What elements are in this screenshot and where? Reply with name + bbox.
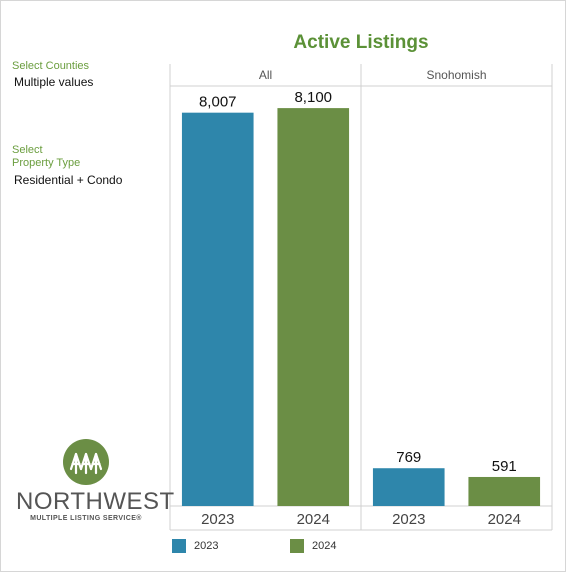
- logo-subtitle: MULTIPLE LISTING SERVICE®: [30, 515, 142, 522]
- counties-filter-label: Select Counties: [12, 60, 90, 72]
- x-tick-all-2023: 2023: [201, 511, 234, 528]
- bar-snohomish-2024: [468, 476, 541, 506]
- x-tick-all-2024: 2024: [297, 511, 330, 528]
- property-type-filter-label-line1: Select: [12, 144, 43, 156]
- property-type-filter-label-line2: Property Type: [12, 157, 81, 169]
- legend-swatch-2023: [172, 539, 186, 553]
- panel-header-all: All: [259, 68, 272, 82]
- legend-item-2024[interactable]: 2024: [290, 538, 336, 554]
- data-label-all-2023: 8,007: [199, 94, 237, 111]
- bar-all-2024: [277, 108, 350, 507]
- logo-name: NORTHWEST: [16, 488, 175, 515]
- legend-item-2023[interactable]: 2023: [172, 538, 218, 554]
- data-label-all-2024: 8,100: [294, 89, 332, 106]
- property-type-filter-value[interactable]: Residential + Condo: [14, 173, 123, 187]
- panel-header-snohomish: Snohomish: [426, 68, 486, 82]
- x-tick-snohomish-2024: 2024: [488, 511, 521, 528]
- legend-swatch-2024: [290, 539, 304, 553]
- x-tick-snohomish-2023: 2023: [392, 511, 425, 528]
- bar-all-2023: [181, 112, 254, 507]
- data-label-snohomish-2024: 591: [492, 458, 517, 475]
- legend-label-2024: 2024: [312, 540, 337, 552]
- data-label-snohomish-2023: 769: [396, 449, 421, 466]
- counties-filter-value[interactable]: Multiple values: [14, 75, 94, 89]
- trees-logo-icon: [63, 439, 109, 485]
- bar-snohomish-2023: [372, 468, 445, 506]
- legend-label-2023: 2023: [194, 540, 219, 552]
- chart-title: Active Listings: [293, 32, 429, 53]
